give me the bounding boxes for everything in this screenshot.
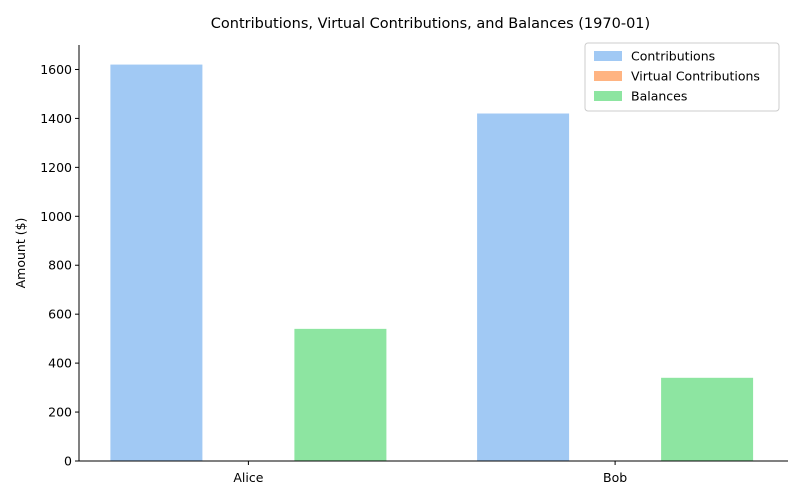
legend-label: Virtual Contributions (631, 69, 760, 84)
y-tick-label: 1400 (40, 111, 72, 126)
legend-swatch-contributions (594, 51, 622, 61)
y-axis-label: Amount ($) (13, 218, 28, 289)
bar-contributions-alice (110, 64, 203, 461)
bar-balances-alice (294, 328, 387, 461)
legend-swatch-balances (594, 91, 622, 101)
y-tick-label: 600 (48, 307, 72, 322)
y-tick-label: 200 (48, 405, 72, 420)
legend: Contributions Virtual Contributions Balanc… (584, 42, 780, 112)
chart-title: Contributions, Virtual Contributions, an… (211, 16, 650, 32)
y-tick-label: 800 (48, 258, 72, 273)
legend-swatch-virtual-contributions (594, 71, 622, 81)
legend-label: Balances (631, 89, 687, 104)
y-tick-label: 1000 (40, 209, 72, 224)
bar-balances-bob (661, 377, 754, 461)
legend-label: Contributions (631, 49, 715, 64)
y-tick-label: 0 (64, 454, 72, 469)
x-tick-label: Bob (603, 470, 627, 485)
y-tick-label: 400 (48, 356, 72, 371)
x-tick-label: Alice (233, 470, 263, 485)
y-tick-label: 1600 (40, 62, 72, 77)
legend-frame (584, 42, 780, 112)
y-tick-label: 1200 (40, 160, 72, 175)
plot-area: 0 200 400 600 800 1000 1200 1400 1600 Alice Bob (40, 45, 788, 485)
bar-contributions-bob (477, 113, 570, 462)
